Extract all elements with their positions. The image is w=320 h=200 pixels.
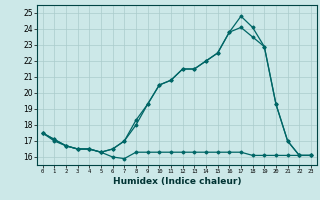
- X-axis label: Humidex (Indice chaleur): Humidex (Indice chaleur): [113, 177, 241, 186]
